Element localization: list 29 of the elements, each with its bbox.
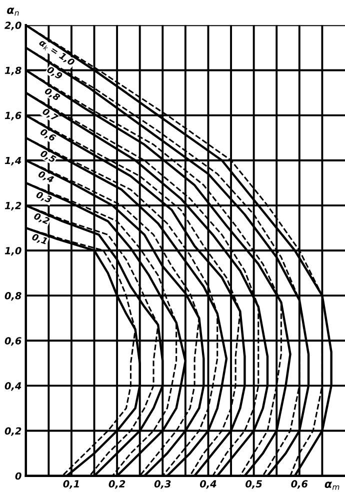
y-tick-label: 0,8	[4, 292, 22, 301]
x-tick-label: 0,3	[154, 480, 171, 489]
y-tick-label: 2,0	[4, 22, 22, 30]
text: 0,3	[35, 190, 52, 204]
x-tick-label: 0,1	[63, 480, 79, 489]
text: α$_{k}$ = 1,0	[38, 38, 76, 68]
text: 0,4	[37, 170, 54, 184]
text: 0,8	[44, 87, 61, 102]
text: 0,7	[41, 108, 59, 123]
text: 0,9	[46, 66, 63, 81]
y-tick-label: 0,6	[4, 337, 22, 346]
y-tick-label: 0,4	[4, 382, 22, 391]
x-tick-label: 0,5	[246, 480, 262, 489]
y-tick-label: 1,4	[4, 156, 22, 166]
text: 0,5	[39, 150, 57, 164]
text: 0,2	[33, 212, 50, 226]
y-tick-label: 0,2	[4, 427, 22, 436]
text: 0,1	[31, 233, 48, 246]
text: 0,6	[39, 128, 56, 143]
x-tick-label: 0,4	[200, 480, 216, 489]
x-tick-label: 0,2	[108, 480, 126, 489]
y-tick-label: 1,8	[4, 66, 22, 76]
y-tick-label: 1,2	[4, 202, 22, 210]
x-tick-label: 0,6	[291, 480, 308, 489]
y-tick-label: 0	[15, 472, 22, 480]
y-tick-label: 1,0	[4, 246, 22, 256]
x-axis-title: α$_{m}$	[324, 482, 340, 490]
y-axis-title: α$_{n}$	[7, 8, 19, 16]
y-tick-label: 1,6	[4, 112, 22, 120]
